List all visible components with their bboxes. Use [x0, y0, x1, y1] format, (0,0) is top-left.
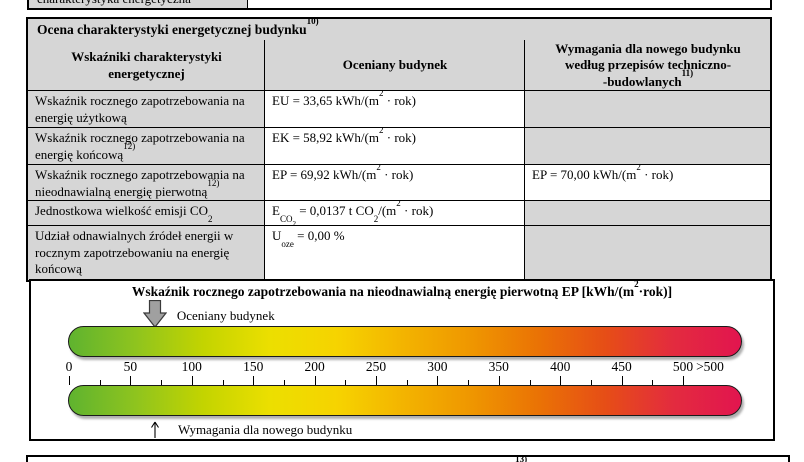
axis-tick [498, 376, 500, 385]
axis-tick-label: 350 [488, 359, 509, 374]
axis-tick [437, 376, 439, 385]
axis-tick-label: 50 [123, 359, 138, 374]
building-arrow-group: Oceniany budynek [142, 300, 275, 328]
axis-tick [99, 380, 101, 385]
axis-tick [406, 380, 408, 385]
row-ep-value: EP = 69,92 kWh/(m2 · rok) [265, 165, 525, 201]
row-uoze-requirement [525, 226, 770, 280]
axis-tick-label: 100 [181, 359, 202, 374]
column-header-requirements: Wymagania dla nowego budynku według prze… [525, 40, 770, 91]
axis-tick-label: 400 [550, 359, 571, 374]
top-cropped-value-cell [248, 0, 772, 8]
ep-scale-bar-bottom [68, 385, 742, 416]
axis-tick [161, 380, 163, 385]
ep-scale-bar-top [68, 326, 742, 357]
row-ek-label: Wskaźnik rocznego zapotrzebowania na ene… [28, 128, 265, 165]
axis-tick [314, 376, 316, 385]
bottom-cropped-row: Obliczeniowa roczna ilość zużywanego noś… [26, 455, 790, 462]
row-co2-requirement [525, 201, 770, 226]
axis-tick [191, 376, 193, 385]
ep-scale-chart: Wskaźnik rocznego zapotrzebowania na nie… [29, 279, 775, 441]
axis-tick [652, 380, 654, 385]
top-cropped-label: charakterystyka energetyczna9) [37, 0, 198, 7]
axis-tick [222, 380, 224, 385]
requirement-marker-up-arrow-icon [150, 421, 159, 438]
axis-tick [529, 380, 531, 385]
axis-tick-label: 200 [304, 359, 325, 374]
axis-overflow-label: >500 [696, 359, 724, 374]
axis-tick [345, 380, 347, 385]
section-header: Ocena charakterystyki energetycznej budy… [28, 17, 770, 40]
axis-tick [253, 376, 255, 385]
axis-tick [560, 376, 562, 385]
axis-tick-label: 500 [672, 359, 694, 374]
axis-tick-label: 300 [427, 359, 448, 374]
row-ep-requirement: EP = 70,00 kWh/(m2 · rok) [525, 165, 770, 201]
requirement-arrow-label: Wymagania dla nowego budynku [177, 422, 353, 437]
bottom-cropped-label: Obliczeniowa roczna ilość zużywanego noś… [65, 455, 528, 462]
row-ek-requirement [525, 128, 770, 165]
row-uoze-label: Udział odnawialnych źródeł energii w roc… [28, 226, 265, 280]
axis-tick [283, 380, 285, 385]
axis-tick-label: 450 [611, 359, 632, 374]
axis-tick-label: 150 [243, 359, 264, 374]
row-eu-label: Wskaźnik rocznego zapotrzebowania na ene… [28, 91, 265, 128]
row-co2-label: Jednostkowa wielkość emisji CO2 [28, 201, 265, 226]
axis-tick [69, 376, 70, 385]
assessment-table: Ocena charakterystyki energetycznej budy… [26, 17, 772, 282]
axis-tick [621, 376, 623, 385]
requirement-arrow-group: Wymagania dla nowego budynku [149, 419, 352, 439]
top-cropped-row: charakterystyka energetyczna9) [27, 0, 772, 10]
row-eu-value: EU = 33,65 kWh/(m2 · rok) [265, 91, 525, 128]
axis-tick [130, 376, 132, 385]
row-eu-requirement [525, 91, 770, 128]
building-marker-down-arrow-icon [142, 300, 167, 328]
row-uoze-value: Uoze = 0,00 % [265, 226, 525, 280]
ep-scale-title: Wskaźnik rocznego zapotrzebowania na nie… [131, 278, 673, 299]
top-cropped-label-cell: charakterystyka energetyczna9) [27, 0, 248, 8]
building-arrow-label: Oceniany budynek [176, 308, 275, 323]
axis-tick-label: 250 [365, 359, 387, 374]
row-ek-value: EK = 58,92 kWh/(m2 · rok) [265, 128, 525, 165]
row-co2-value: ECO2 = 0,0137 t CO2/(m2 · rok) [265, 201, 525, 226]
axis-tick [683, 376, 684, 385]
column-header-building: Oceniany budynek [265, 40, 525, 91]
axis-tick [590, 380, 592, 385]
axis-tick-label: 0 [65, 359, 73, 374]
column-header-indicator: Wskaźniki charakterystyki energetycznej [28, 40, 265, 91]
axis-tick [468, 380, 470, 385]
row-ep-label: Wskaźnik rocznego zapotrzebowania na nie… [28, 165, 265, 201]
axis-tick [376, 376, 377, 385]
